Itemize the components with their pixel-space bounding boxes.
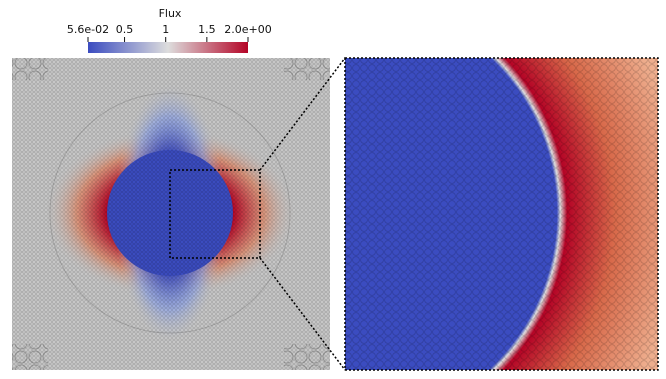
zoom <box>345 58 658 370</box>
colorbar-tick-label: 5.6e-02 <box>67 23 109 36</box>
colorbar <box>88 42 248 53</box>
connector <box>259 57 346 171</box>
colorbar-tick-label: 1.5 <box>198 23 216 36</box>
connector <box>259 257 346 371</box>
corner <box>284 344 330 370</box>
colorbar-tick-label: 2.0e+00 <box>224 23 271 36</box>
zoom-box <box>169 169 261 259</box>
zoom-frame <box>169 57 659 371</box>
zoom-particles <box>345 58 658 370</box>
corner <box>284 58 330 80</box>
colorbar-tick-label: 0.5 <box>116 23 134 36</box>
corner <box>12 344 48 370</box>
colorbar-title: Flux <box>159 7 182 20</box>
colorbar-tick-label: 1 <box>162 23 169 36</box>
zoom-border <box>344 57 659 371</box>
corner <box>12 58 48 80</box>
particles <box>12 58 330 370</box>
